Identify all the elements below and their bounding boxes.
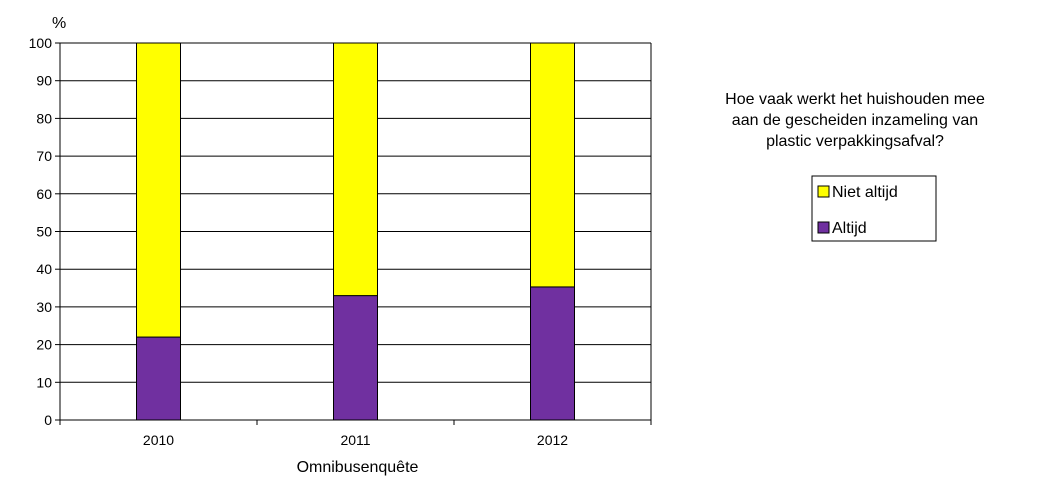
- axes: [55, 42, 652, 425]
- legend-swatch-niet-altijd: [817, 185, 830, 198]
- bar-niet-altijd-2012: [530, 42, 575, 288]
- legend-label: Niet altijd: [832, 184, 898, 201]
- legend-box: [811, 175, 937, 242]
- y-tick-label: 70: [36, 148, 52, 164]
- x-tick-label: 2011: [340, 432, 370, 448]
- bar-altijd-2012: [530, 286, 575, 421]
- bar-altijd-2011: [333, 295, 378, 421]
- legend-label: Altijd: [832, 220, 867, 237]
- y-tick-label: 0: [44, 412, 52, 428]
- y-tick-label: 60: [36, 186, 52, 202]
- y-tick-label: 20: [36, 337, 52, 353]
- legend-swatch-altijd: [817, 221, 830, 234]
- legend-title-line: aan de gescheiden inzameling van: [732, 112, 978, 129]
- bar-niet-altijd-2011: [333, 42, 378, 297]
- y-tick-label: 30: [36, 299, 52, 315]
- x-tick-label: 2012: [537, 432, 568, 448]
- y-tick-label: 100: [29, 35, 53, 51]
- y-tick-label: 40: [36, 261, 52, 277]
- y-tick-label: 90: [36, 73, 52, 89]
- y-tick-label: 10: [36, 374, 52, 390]
- legend: Hoe vaak werkt het huishouden mee aan de …: [725, 91, 985, 242]
- legend-title-line: plastic verpakkingsafval?: [766, 133, 944, 150]
- y-tick-label: 80: [36, 110, 52, 126]
- bar-niet-altijd-2010: [136, 42, 181, 338]
- y-tick-label: 50: [36, 224, 52, 240]
- x-axis-title: Omnibusenquête: [297, 459, 419, 476]
- x-tick-label: 2010: [143, 432, 174, 448]
- legend-title-line: Hoe vaak werkt het huishouden mee: [725, 91, 985, 108]
- y-axis-title: %: [52, 15, 66, 32]
- bar-altijd-2010: [136, 336, 181, 421]
- labels: 0 10 20 30 40 50 60 70 80 90 100 2010 2011 2012% Omnib…: [29, 15, 569, 476]
